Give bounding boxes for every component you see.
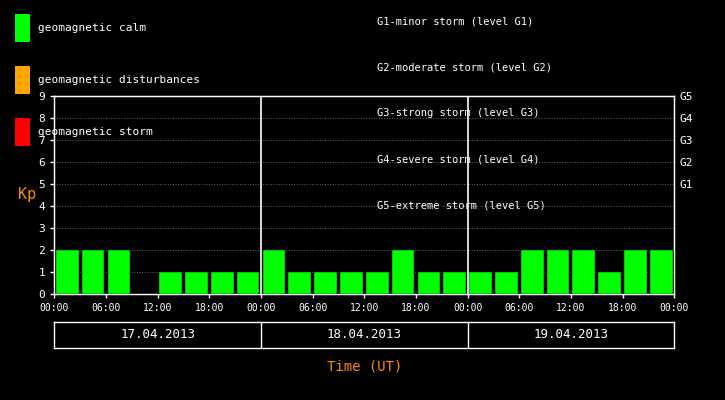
Bar bbox=[573, 250, 595, 294]
Bar bbox=[469, 272, 492, 294]
Text: G2-moderate storm (level G2): G2-moderate storm (level G2) bbox=[377, 62, 552, 72]
Text: 19.04.2013: 19.04.2013 bbox=[534, 328, 608, 342]
Text: 17.04.2013: 17.04.2013 bbox=[120, 328, 195, 342]
Bar bbox=[650, 250, 673, 294]
Y-axis label: Kp: Kp bbox=[18, 188, 36, 202]
Text: Time (UT): Time (UT) bbox=[327, 360, 402, 374]
Text: geomagnetic calm: geomagnetic calm bbox=[38, 23, 146, 33]
Bar bbox=[314, 272, 337, 294]
Bar bbox=[598, 272, 621, 294]
Bar bbox=[444, 272, 466, 294]
Bar bbox=[392, 250, 415, 294]
Text: geomagnetic storm: geomagnetic storm bbox=[38, 127, 152, 137]
Text: 18.04.2013: 18.04.2013 bbox=[327, 328, 402, 342]
Text: G5-extreme storm (level G5): G5-extreme storm (level G5) bbox=[377, 200, 546, 210]
Text: G3-strong storm (level G3): G3-strong storm (level G3) bbox=[377, 108, 539, 118]
Bar bbox=[82, 250, 104, 294]
Bar bbox=[107, 250, 130, 294]
Bar bbox=[56, 250, 78, 294]
Text: G4-severe storm (level G4): G4-severe storm (level G4) bbox=[377, 154, 539, 164]
Bar bbox=[211, 272, 233, 294]
Bar bbox=[289, 272, 311, 294]
Bar bbox=[418, 272, 440, 294]
Bar bbox=[521, 250, 544, 294]
Bar bbox=[495, 272, 518, 294]
Text: G1-minor storm (level G1): G1-minor storm (level G1) bbox=[377, 16, 534, 26]
Bar bbox=[237, 272, 260, 294]
Bar bbox=[624, 250, 647, 294]
Bar bbox=[547, 250, 569, 294]
Bar bbox=[160, 272, 182, 294]
Bar bbox=[185, 272, 208, 294]
Bar bbox=[366, 272, 389, 294]
Bar bbox=[262, 250, 285, 294]
Bar bbox=[340, 272, 362, 294]
Text: geomagnetic disturbances: geomagnetic disturbances bbox=[38, 75, 199, 85]
